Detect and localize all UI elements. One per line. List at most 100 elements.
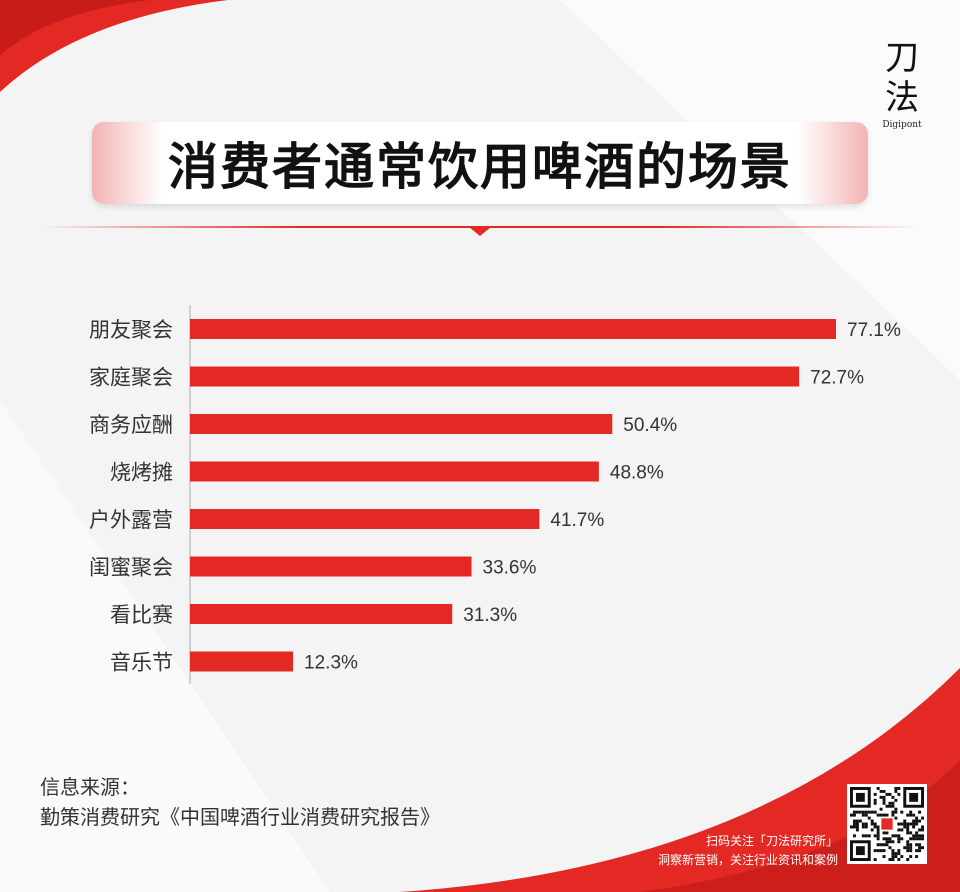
qr-module — [894, 834, 898, 838]
qr-module — [900, 810, 904, 814]
qr-module — [870, 822, 874, 826]
qr-module — [882, 798, 886, 802]
qr-module — [915, 855, 919, 859]
qr-module — [906, 843, 910, 847]
qr-module — [891, 858, 895, 861]
qr-module — [891, 810, 895, 814]
value-label: 77.1% — [847, 320, 901, 341]
qr-module — [888, 858, 892, 861]
qr-module — [876, 837, 880, 841]
source-text: 勤策消费研究《中国啤酒行业消费研究报告》 — [40, 805, 440, 829]
qr-module — [873, 849, 877, 853]
qr-module — [900, 828, 904, 832]
qr-module — [894, 816, 898, 820]
qr-module — [888, 837, 892, 841]
qr-module — [897, 792, 901, 796]
qr-center-logo — [881, 818, 893, 830]
qr-module — [873, 798, 877, 802]
qr-module — [855, 825, 859, 829]
qr-module — [885, 804, 889, 808]
qr-module — [858, 819, 862, 823]
qr-module — [912, 819, 916, 823]
qr-module — [909, 855, 913, 859]
bar — [190, 414, 613, 434]
qr-module — [894, 787, 898, 790]
qr-module — [885, 840, 889, 844]
qr-module — [906, 813, 910, 817]
qr-module — [891, 840, 895, 844]
qr-module — [912, 813, 916, 817]
qr-module — [876, 787, 880, 790]
qr-module — [891, 834, 895, 838]
qr-module — [879, 843, 883, 847]
qr-module — [897, 852, 901, 856]
qr-module — [876, 834, 880, 838]
qr-module — [891, 795, 895, 799]
qr-module — [885, 831, 889, 835]
source-note: 信息来源： 勤策消费研究《中国啤酒行业消费研究报告》 — [40, 772, 440, 832]
qr-finder — [909, 792, 919, 802]
qr-module — [909, 837, 913, 841]
promo-text: 扫码关注「刀法研究所」 洞察新营销，关注行业资讯和案例 — [658, 832, 838, 870]
title-banner: 消费者通常饮用啤酒的场景 — [92, 122, 868, 204]
qr-module — [870, 810, 874, 814]
qr-module — [906, 858, 910, 861]
qr-code[interactable] — [847, 784, 927, 864]
qr-module — [894, 855, 898, 859]
qr-module — [897, 822, 901, 826]
qr-module — [921, 816, 924, 820]
qr-module — [852, 819, 856, 823]
qr-module — [870, 819, 874, 823]
qr-module — [918, 849, 922, 853]
qr-module — [879, 795, 883, 799]
value-label: 12.3% — [304, 653, 358, 674]
promo-line-2: 洞察新营销，关注行业资讯和案例 — [657, 853, 838, 867]
qr-module — [906, 831, 910, 835]
qr-module — [897, 787, 901, 790]
qr-module — [894, 807, 898, 811]
qr-module — [867, 834, 871, 838]
qr-module — [900, 837, 904, 841]
qr-module — [915, 834, 919, 838]
qr-module — [879, 789, 883, 793]
qr-module — [906, 846, 910, 850]
bar — [190, 461, 599, 482]
qr-module — [906, 849, 910, 853]
qr-module — [855, 810, 859, 814]
qr-module — [888, 801, 892, 805]
qr-module — [906, 828, 910, 832]
qr-module — [888, 846, 892, 850]
qr-module — [897, 840, 901, 844]
qr-module — [891, 804, 895, 808]
qr-module — [921, 837, 924, 841]
qr-module — [885, 837, 889, 841]
qr-module — [852, 810, 856, 814]
qr-module — [870, 828, 874, 832]
qr-module — [852, 825, 856, 829]
qr-module — [864, 822, 868, 826]
qr-module — [882, 855, 886, 859]
qr-module — [915, 819, 919, 823]
title-divider-arrow — [469, 227, 491, 236]
qr-module — [915, 849, 919, 853]
qr-module — [921, 846, 924, 850]
qr-finder — [855, 792, 865, 802]
qr-module — [879, 849, 883, 853]
bar — [190, 509, 540, 529]
qr-module — [894, 810, 898, 814]
qr-module — [855, 828, 859, 832]
qr-module — [909, 813, 913, 817]
value-label: 48.8% — [610, 463, 664, 484]
qr-module — [918, 828, 922, 832]
promo-line-1: 扫码关注「刀法研究所」 — [705, 834, 838, 848]
qr-module — [873, 822, 877, 826]
qr-module — [864, 825, 868, 829]
qr-module — [891, 849, 895, 853]
qr-module — [888, 792, 892, 796]
qr-module — [909, 843, 913, 847]
qr-module — [852, 813, 856, 817]
qr-module — [921, 834, 924, 838]
qr-module — [861, 834, 865, 838]
qr-module — [873, 801, 877, 805]
